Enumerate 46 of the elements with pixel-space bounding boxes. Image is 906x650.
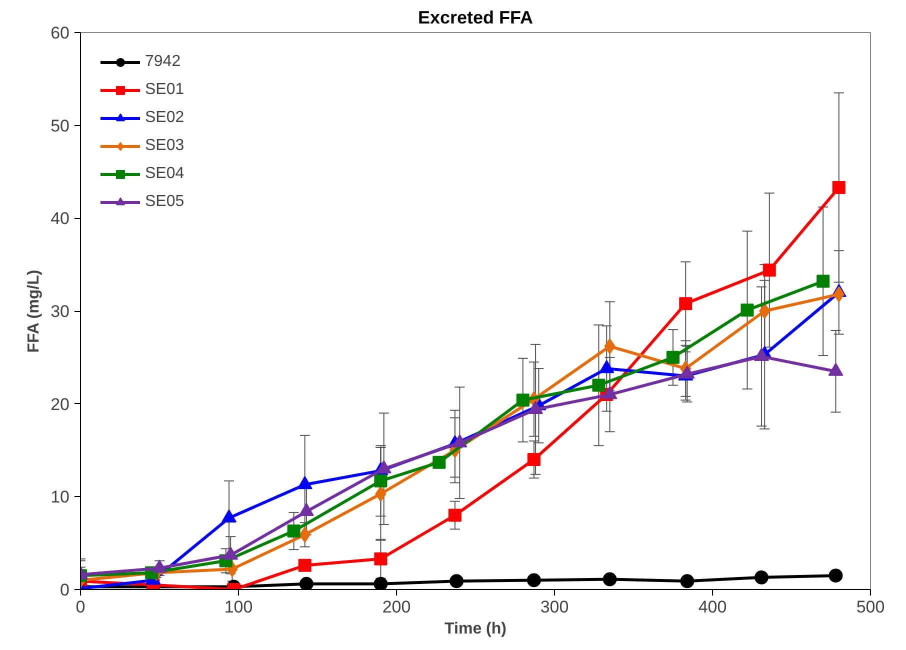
point <box>762 264 776 277</box>
point <box>759 303 770 319</box>
x-tick-label: 0 <box>76 598 86 616</box>
x-tick-label: 400 <box>698 598 727 616</box>
x-tick-label: 200 <box>382 598 411 616</box>
y-axis-title: FFA (mg/L) <box>26 270 43 353</box>
y-tick-label: 0 <box>60 580 70 600</box>
point <box>298 558 312 572</box>
y-tick-label: 50 <box>50 116 70 136</box>
legend-label: 7942 <box>145 53 181 71</box>
legend-label: SE05 <box>145 193 184 211</box>
point <box>374 474 388 488</box>
legend-label: SE04 <box>145 165 184 183</box>
point <box>754 570 768 584</box>
point <box>828 568 843 583</box>
point <box>287 524 300 538</box>
point <box>592 378 606 392</box>
point <box>740 304 754 317</box>
legend-label: SE01 <box>145 81 184 99</box>
point <box>299 576 314 590</box>
y-tick-label: 40 <box>50 209 70 228</box>
point <box>666 350 680 364</box>
y-tick-label: 10 <box>50 488 70 507</box>
point <box>374 576 388 590</box>
point <box>432 456 446 469</box>
point <box>516 394 530 407</box>
x-tick-label: 300 <box>540 598 569 616</box>
x-axis-title: Time (h) <box>444 620 506 638</box>
y-tick-label: 20 <box>50 394 70 414</box>
point <box>374 552 388 566</box>
point <box>450 574 464 588</box>
point <box>680 574 694 588</box>
point <box>816 274 830 288</box>
y-tick-label: 60 <box>50 24 70 42</box>
point <box>527 453 540 466</box>
point <box>832 181 846 194</box>
legend-label: SE02 <box>145 109 184 127</box>
point <box>602 572 617 586</box>
y-tick-label: 30 <box>50 302 70 321</box>
x-tick-label: 500 <box>856 598 885 616</box>
point <box>679 297 692 310</box>
chart-title: Excreted FFA <box>418 8 534 28</box>
legend-label: SE03 <box>145 137 184 155</box>
x-tick-label: 100 <box>224 598 253 616</box>
point <box>526 573 541 588</box>
point <box>448 508 462 522</box>
